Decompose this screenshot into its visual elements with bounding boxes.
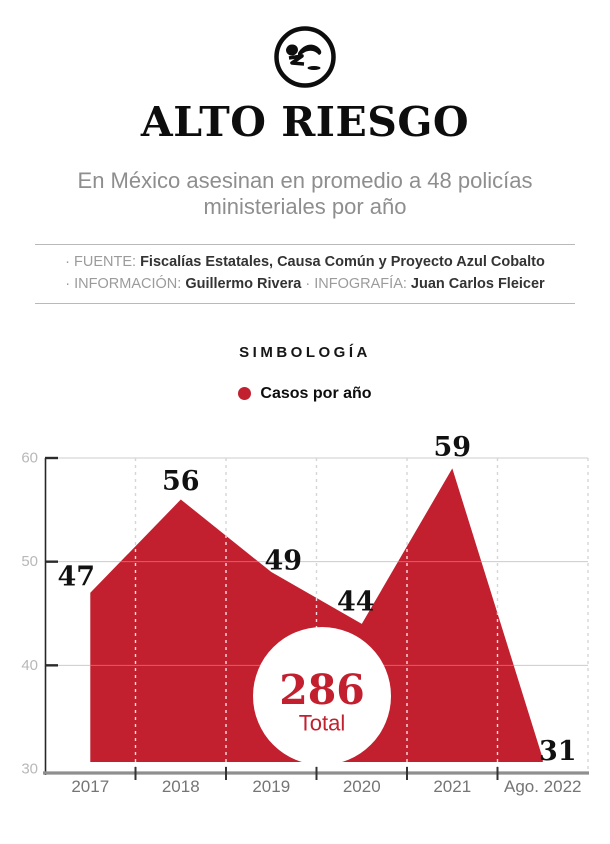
fallen-person-logo-icon [274,26,336,88]
x-category-label: 2021 [433,777,471,796]
x-category-label: 2019 [252,777,290,796]
source-label: · FUENTE: [65,253,137,270]
legend-item-label: Casos por año [260,384,372,402]
data-label: 59 [433,432,471,463]
data-label: 31 [539,736,577,767]
infographic-value: Juan Carlos Fleicer [410,276,545,293]
area-chart: 30 40 50 60 286 Total 47 56 49 44 59 31 2017 2018 2019… [0,429,610,824]
y-tick-label: 30 [21,760,38,777]
legend-dot-icon [238,387,252,401]
total-value: 286 [279,666,365,714]
data-label: 47 [57,561,95,592]
x-category-label: Ago. 2022 [504,777,582,796]
data-label: 44 [337,586,375,617]
header: ALTO RIESGO En México asesinan en promed… [0,0,610,220]
data-label: 56 [162,466,200,497]
x-category-label: 2018 [162,777,200,796]
y-tick-label: 40 [21,657,38,674]
source-value: Fiscalías Estatales, Causa Común y Proye… [140,253,545,270]
page-title: ALTO RIESGO [140,98,470,146]
total-circle [253,626,391,765]
y-tick-label: 50 [21,553,38,570]
x-category-label: 2020 [343,777,381,796]
source-line: · FUENTE: Fiscalías Estatales, Causa Com… [35,251,575,273]
credits-block: · FUENTE: Fiscalías Estatales, Causa Com… [35,243,575,304]
info-label: · INFORMACIÓN: [65,276,182,293]
data-label: 49 [264,545,302,576]
y-tick-label: 60 [21,449,38,466]
legend: Casos por año [0,385,610,403]
info-line: · INFORMACIÓN: Guillermo Rivera · INFOGR… [35,273,575,295]
total-label: Total [299,710,345,735]
infographic-label: · INFOGRAFÍA: [305,276,407,293]
subtitle: En México asesinan en promedio a 48 poli… [77,168,533,219]
area-series [90,468,543,762]
legend-section-title: SIMBOLOGÍA [239,343,371,361]
x-category-label: 2017 [71,777,109,796]
info-value: Guillermo Rivera [185,276,302,293]
